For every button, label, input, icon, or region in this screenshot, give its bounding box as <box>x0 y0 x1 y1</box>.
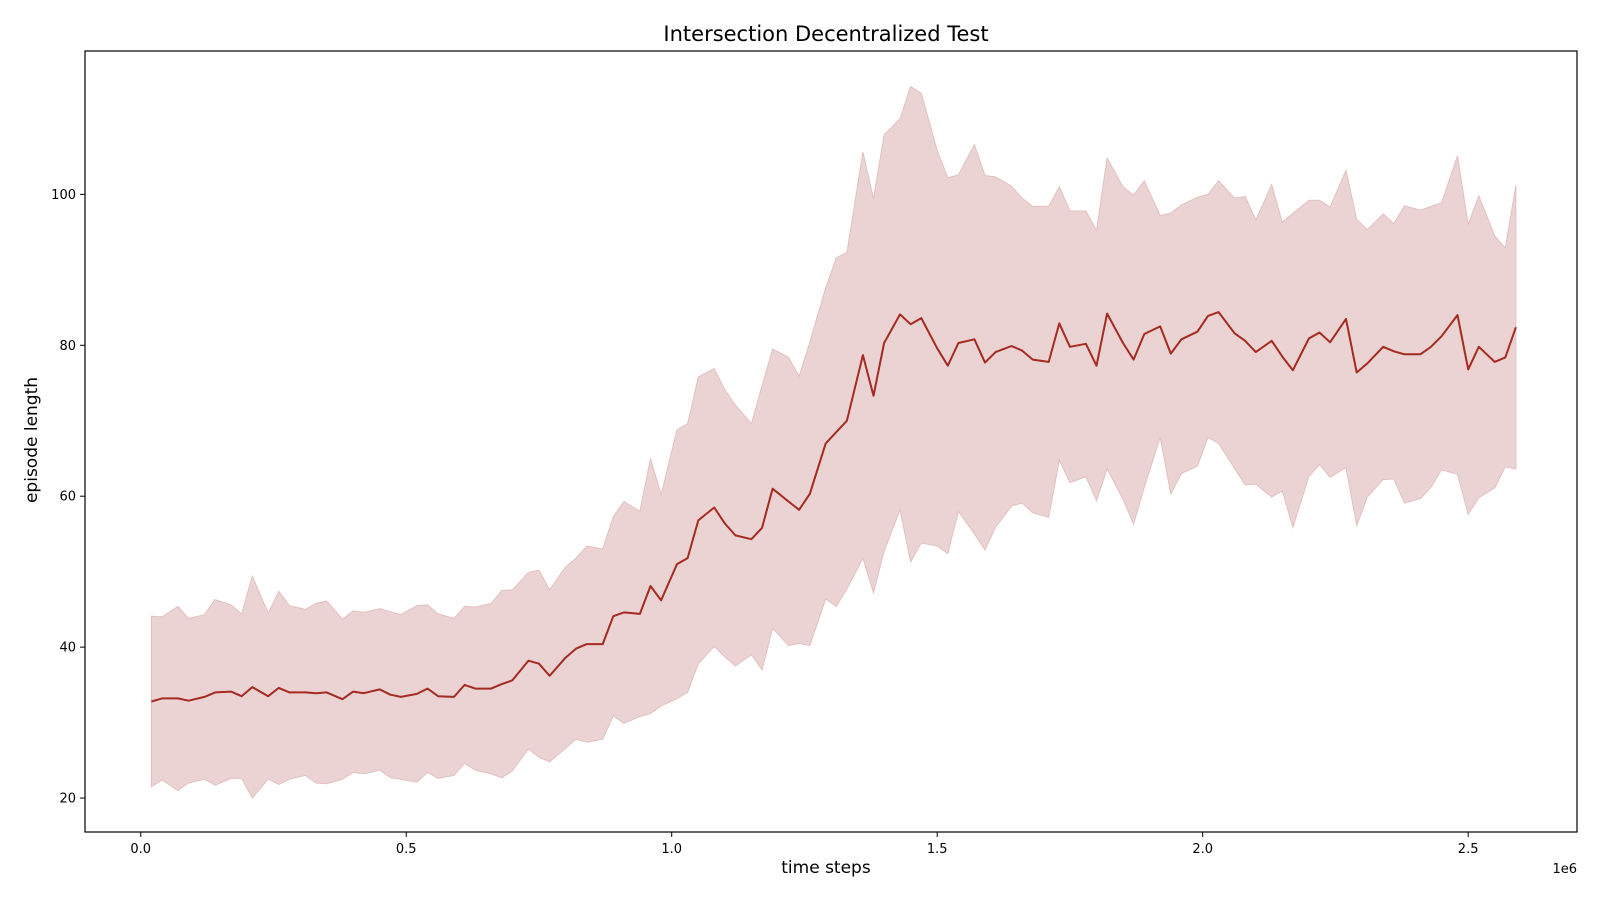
y-tick-label: 60 <box>59 490 76 505</box>
x-tick-label: 0.0 <box>130 842 151 857</box>
y-tick-label: 40 <box>59 641 76 656</box>
x-tick-label: 0.5 <box>396 842 417 857</box>
x-tick-label: 1.5 <box>927 842 948 857</box>
series-line <box>151 311 1517 703</box>
y-tick-label: 20 <box>59 792 76 807</box>
series-line-group <box>151 311 1517 703</box>
y-axis-label: episode length <box>22 377 42 503</box>
y-tick-label: 80 <box>59 339 76 354</box>
confidence-band <box>150 85 1517 799</box>
axes-group: 0.0 0.5 1.0 1.5 2.0 2.5 20 40 60 80 100 <box>51 50 1578 857</box>
plot-frame <box>84 50 1578 833</box>
x-tick-label: 2.0 <box>1192 842 1213 857</box>
x-tick-label: 2.5 <box>1458 842 1479 857</box>
chart-title: Intersection Decentralized Test <box>663 22 988 46</box>
x-axis-offset-label: 1e6 <box>1552 862 1577 877</box>
confidence-band-group <box>150 85 1517 799</box>
x-axis-label: time steps <box>781 858 871 878</box>
y-tick-label: 100 <box>51 188 76 203</box>
x-tick-label: 1.0 <box>661 842 682 857</box>
